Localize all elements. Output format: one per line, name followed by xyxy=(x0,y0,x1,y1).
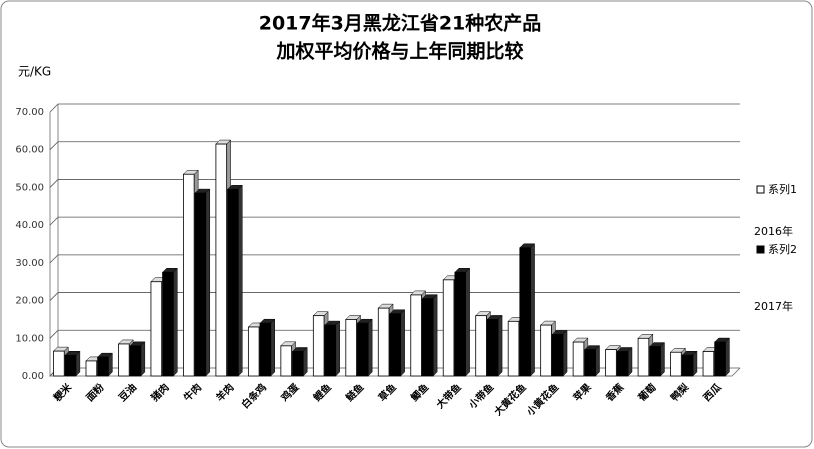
bar-side xyxy=(465,267,470,377)
bar-side xyxy=(432,294,438,377)
bar xyxy=(389,313,402,377)
grid-line xyxy=(49,216,740,226)
bar xyxy=(118,343,130,377)
legend-swatch xyxy=(756,245,765,254)
bar xyxy=(129,345,142,377)
bar xyxy=(519,247,531,377)
bar xyxy=(280,345,292,377)
bar xyxy=(410,294,422,377)
bar-side xyxy=(140,341,146,377)
chart-title: 2017年3月黑龙江省21种农产品 xyxy=(259,12,542,35)
bar xyxy=(85,360,98,377)
bar xyxy=(616,351,629,377)
bar xyxy=(292,351,304,377)
bar xyxy=(540,324,552,377)
bar xyxy=(312,315,325,377)
legend-swatch xyxy=(756,185,765,194)
grid-line xyxy=(49,141,740,150)
bar xyxy=(162,271,174,377)
y-tick-label: 10.00 xyxy=(15,333,44,344)
bar xyxy=(702,351,715,377)
bar xyxy=(649,346,661,377)
bar xyxy=(442,279,455,377)
y-tick-label: 0.00 xyxy=(22,371,44,382)
bar xyxy=(486,319,499,377)
bar-side xyxy=(660,341,665,377)
y-axis-label: 元/KG xyxy=(18,65,51,79)
bar xyxy=(194,192,207,377)
bar xyxy=(422,298,434,377)
chart-title: 加权平均价格与上年同期比较 xyxy=(275,40,523,63)
bar xyxy=(227,188,239,377)
bar xyxy=(454,271,466,377)
legend-label: 系列1 xyxy=(768,182,797,196)
grid-line xyxy=(49,179,740,188)
y-tick-label: 20.00 xyxy=(15,296,44,307)
y-tick-label: 30.00 xyxy=(15,258,44,269)
bar xyxy=(150,281,163,377)
bar xyxy=(377,307,390,377)
bar xyxy=(584,349,596,377)
bar xyxy=(97,356,109,377)
bar xyxy=(714,341,726,377)
grid-line xyxy=(49,254,740,264)
bar xyxy=(345,319,357,377)
grid-line xyxy=(49,103,740,113)
bar-side xyxy=(627,346,633,377)
bar xyxy=(324,324,337,377)
bar-side xyxy=(173,267,178,377)
bar xyxy=(357,322,369,377)
bar xyxy=(247,326,260,377)
axis-floor xyxy=(50,367,741,377)
legend-note: 2016年 xyxy=(754,224,793,238)
bar xyxy=(64,354,77,377)
y-tick-label: 70.00 xyxy=(15,107,44,118)
grid-line xyxy=(49,292,740,301)
bar xyxy=(670,351,682,377)
bar-side xyxy=(367,318,373,377)
bar xyxy=(605,349,617,377)
bar xyxy=(183,173,195,377)
bar-side xyxy=(205,188,211,377)
bar xyxy=(53,350,65,377)
bar-side xyxy=(400,309,405,377)
bar-side xyxy=(302,346,308,377)
bar-side xyxy=(725,337,730,377)
y-tick-label: 50.00 xyxy=(15,182,44,193)
bar xyxy=(681,354,694,377)
bar xyxy=(551,334,564,377)
bar xyxy=(215,143,228,377)
bar-side xyxy=(270,318,275,377)
bar-side xyxy=(595,344,600,377)
bar xyxy=(259,322,272,377)
bar xyxy=(507,320,520,377)
bar-side xyxy=(238,184,243,377)
bar xyxy=(475,315,487,377)
legend-note: 2017年 xyxy=(754,299,793,313)
y-tick-label: 60.00 xyxy=(15,145,44,156)
bar-side xyxy=(335,320,340,377)
bar-side xyxy=(530,243,535,377)
bar xyxy=(637,337,650,377)
bar-side xyxy=(562,329,568,377)
bar-side xyxy=(497,314,503,377)
legend-label: 系列2 xyxy=(768,242,797,256)
bar xyxy=(572,341,585,377)
y-tick-label: 40.00 xyxy=(15,220,44,231)
